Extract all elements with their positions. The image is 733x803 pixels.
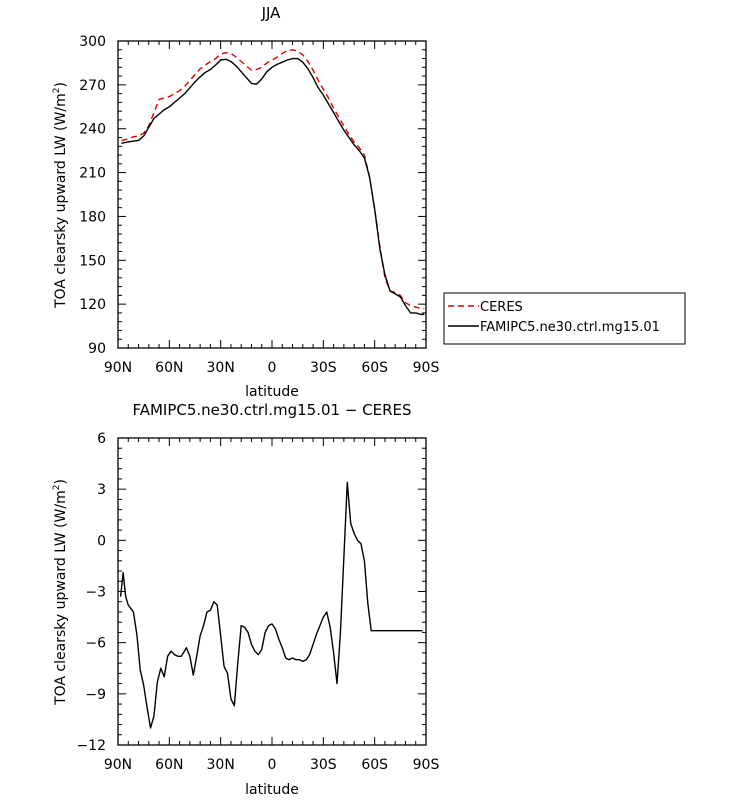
top-title: JJA [261,4,282,22]
bottom-y-tick-label: −3 [85,585,106,601]
top-y-tick-label: 210 [79,166,106,182]
legend: CERES FAMIPC5.ne30.ctrl.mg15.01 [443,292,686,345]
top-y-axis-label-close: ) [53,82,69,87]
bottom-y-tick-label: −9 [85,687,106,703]
top-y-tick-label: 120 [79,297,106,313]
bottom-y-tick-label: 0 [97,533,106,549]
top-y-axis-label: TOA clearsky upward LW (W/m2) [52,82,69,309]
top-y-axis-label-main: TOA clearsky upward LW (W/m [53,93,69,309]
bottom-x-axis-label: latitude [245,782,299,798]
bottom-y-tick-label: −12 [76,738,106,754]
bottom-y-axis-label: TOA clearsky upward LW (W/m2) [52,479,69,706]
bottom-y-tick-label: 3 [97,482,106,498]
top-y-tick-label: 150 [79,253,106,269]
bottom-plot-frame [117,437,427,746]
bottom-x-tick-label: 60S [361,757,388,773]
bottom-title: FAMIPC5.ne30.ctrl.mg15.01 − CERES [132,401,411,419]
bottom-series-line-0 [119,481,423,729]
top-x-tick-label: 90N [104,360,132,376]
bottom-y-axis-label-sup: 2 [52,485,62,491]
top-y-tick-label: 90 [88,341,106,357]
bottom-y-axis-label-main: TOA clearsky upward LW (W/m [53,490,69,706]
bottom-y-axis-label-close: ) [53,479,69,484]
top-x-tick-label: 60N [155,360,183,376]
legend-ceres-label: CERES [480,300,523,315]
top-x-tick-label: 0 [268,360,277,376]
top-series-line-0 [121,49,425,310]
bottom-x-tick-label: 60N [155,757,183,773]
bottom-panel: FAMIPC5.ne30.ctrl.mg15.01 − CERES 90N 60N… [52,401,439,798]
top-x-axis-label: latitude [245,384,299,400]
legend-box [443,292,686,345]
top-y-axis-label-sup: 2 [52,88,62,94]
bottom-x-tick-label: 30N [207,757,235,773]
top-plot-frame [117,40,427,349]
top-x-tick-label: 60S [361,360,388,376]
top-x-tick-label: 90S [413,360,440,376]
bottom-x-tick-label: 90N [104,757,132,773]
top-panel: JJA 90N 60N 30N 0 30S 60S 90S 90 120 150 180 210 240… [52,4,686,400]
top-y-tick-label: 270 [79,78,106,94]
bottom-y-tick-label: 6 [97,431,106,447]
legend-model-label: FAMIPC5.ne30.ctrl.mg15.01 [480,320,660,335]
top-x-tick-label: 30S [310,360,337,376]
top-x-tick-label: 30N [207,360,235,376]
top-y-tick-label: 300 [79,34,106,50]
bottom-y-tick-label: −6 [85,636,106,652]
top-y-tick-label: 240 [79,122,106,138]
bottom-x-tick-label: 30S [310,757,337,773]
bottom-x-tick-label: 90S [413,757,440,773]
top-series-line-1 [121,57,425,316]
top-y-tick-label: 180 [79,209,106,225]
bottom-x-tick-label: 0 [268,757,277,773]
